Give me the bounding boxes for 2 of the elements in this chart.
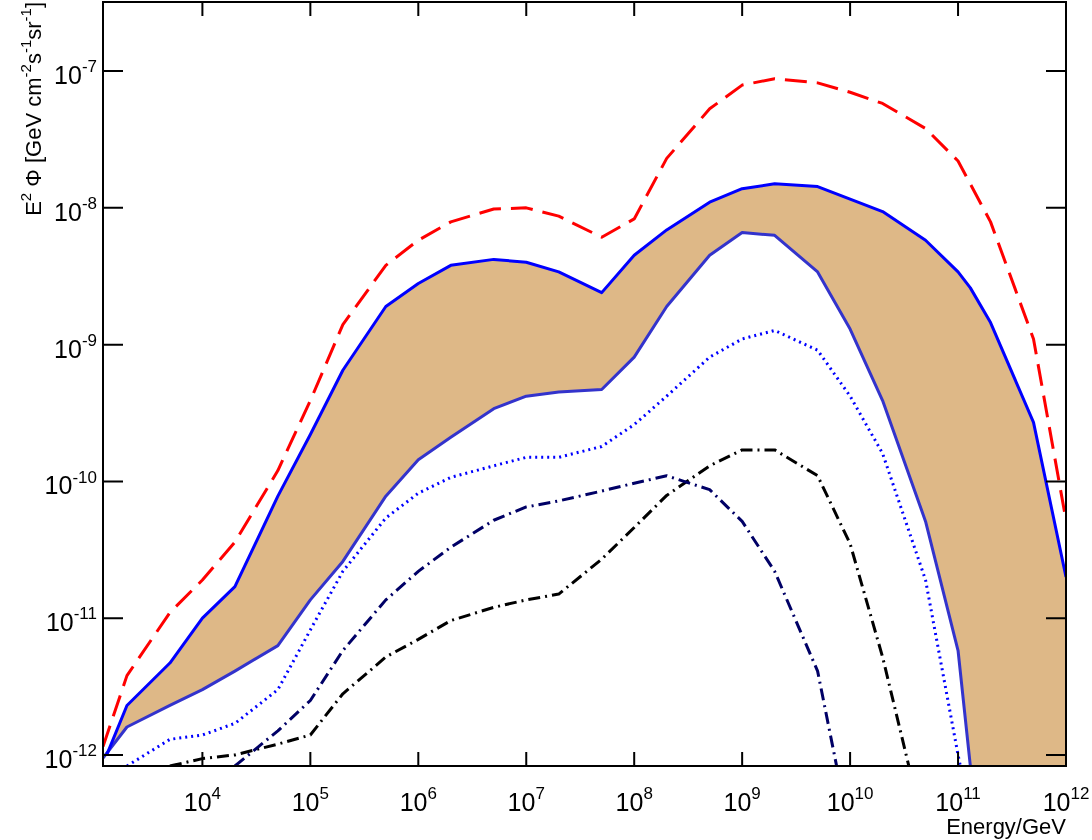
x-axis-title: Energy/GeV	[946, 814, 1067, 840]
text: E2 Φ [GeV cm-2s-1sr-1]	[16, 1, 47, 216]
